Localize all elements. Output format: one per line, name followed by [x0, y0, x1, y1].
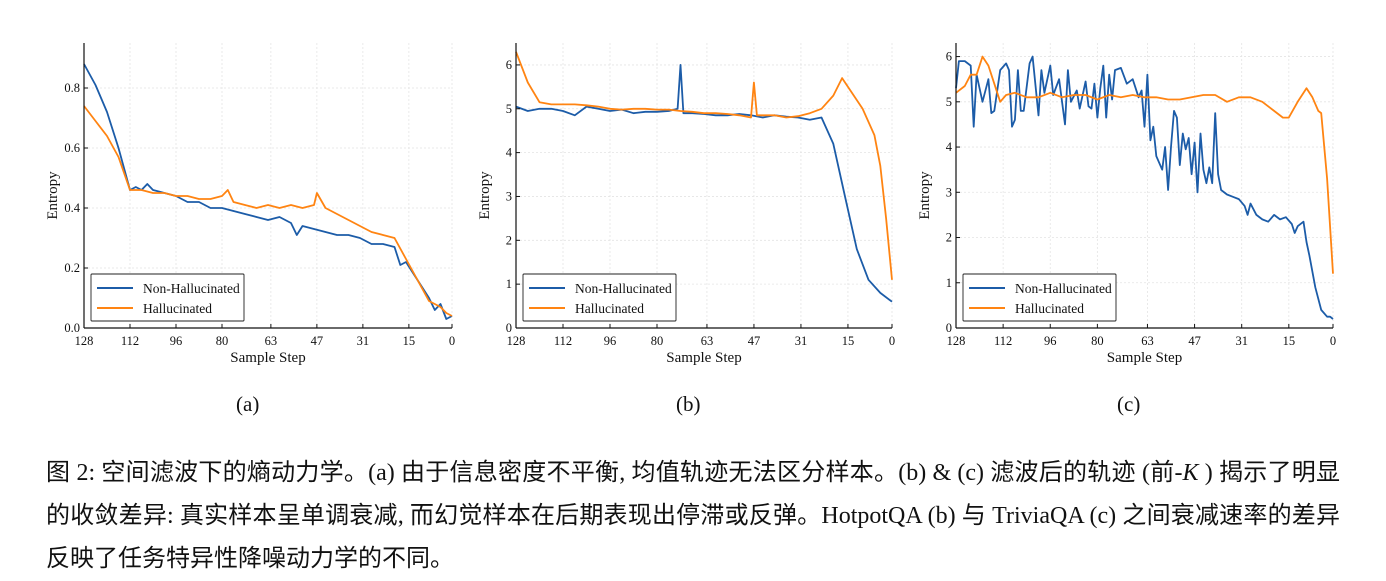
series-line-hallucinated: [955, 55, 1334, 274]
caption-k: K: [1182, 460, 1199, 486]
series-line-non-hallucinated: [83, 63, 453, 320]
legend-label: Hallucinated: [575, 301, 644, 316]
subcaption-c: (c): [1117, 392, 1141, 416]
x-tick-label: 112: [554, 334, 572, 348]
x-tick-label: 63: [1141, 334, 1154, 348]
x-tick-label: 0: [449, 334, 455, 348]
x-tick-label: 96: [1044, 334, 1057, 348]
legend-label: Non-Hallucinated: [575, 281, 672, 296]
x-tick-label: 63: [265, 334, 278, 348]
chart-a: 128 112 96 80 63 47 31 15 0 0.0 0.2 0.4 0.6 0.8 Sample…: [45, 43, 455, 366]
legend-label: Non-Hallucinated: [1015, 281, 1112, 296]
y-tick-label: 4: [946, 140, 953, 154]
x-tick-label: 128: [947, 334, 966, 348]
x-tick-label: 80: [1091, 334, 1104, 348]
x-tick-label: 15: [403, 334, 416, 348]
legend-box: [962, 273, 1117, 322]
chart-c: 128 112 96 80 63 47 31 15 0 0 1 2 3 4 5 6 Sample Step Ent…: [917, 43, 1336, 366]
y-tick-label: 6: [946, 50, 952, 64]
legend-box: [522, 273, 677, 322]
x-tick-label: 80: [216, 334, 229, 348]
caption-part1: 图 2: 空间滤波下的熵动力学。(a) 由于信息密度不平衡, 均值轨迹无法区分样…: [46, 460, 1183, 486]
series-line-non-hallucinated: [955, 55, 1334, 320]
y-tick-label: 2: [946, 231, 952, 245]
y-tick-label: 3: [946, 185, 952, 199]
y-tick-label: 0.2: [64, 261, 80, 275]
x-tick-label: 96: [604, 334, 617, 348]
x-tick-label: 128: [75, 334, 94, 348]
x-tick-label: 80: [651, 334, 664, 348]
y-tick-label: 1: [946, 276, 952, 290]
y-tick-label: 0.0: [64, 321, 80, 335]
x-tick-label: 0: [889, 334, 895, 348]
legend-label: Hallucinated: [1015, 301, 1084, 316]
x-tick-label: 47: [748, 334, 761, 348]
y-tick-label: 0: [506, 321, 512, 335]
x-tick-label: 112: [121, 334, 139, 348]
legend-label: Non-Hallucinated: [143, 281, 240, 296]
x-axis-label: Sample Step: [1107, 350, 1182, 366]
x-axis-label: Sample Step: [666, 350, 741, 366]
caption-part2: ) 揭示了明显的收敛差异: 真实样本呈单调衰减, 而幻觉样本在后期表现出停滞或反…: [46, 460, 1340, 572]
subcaption-b: (b): [676, 392, 701, 416]
y-tick-label: 0.8: [64, 81, 80, 95]
x-tick-label: 96: [170, 334, 183, 348]
chart-b: 128 112 96 80 63 47 31 15 0 0 1 2 3 4 5 6 Sample Step Ent…: [477, 43, 895, 366]
figure-charts: 128 112 96 80 63 47 31 15 00.00.20.40.60.8Sample…: [45, 43, 1336, 366]
legend-label: Hallucinated: [143, 301, 212, 316]
y-tick-label: 5: [946, 95, 952, 109]
x-tick-label: 112: [994, 334, 1012, 348]
y-tick-label: 0: [946, 321, 952, 335]
x-tick-label: 0: [1330, 334, 1336, 348]
x-tick-label: 15: [1283, 334, 1296, 348]
series-line-non-hallucinated: [515, 64, 893, 303]
y-tick-label: 4: [506, 146, 513, 160]
y-tick-label: 3: [506, 189, 512, 203]
x-tick-label: 63: [701, 334, 714, 348]
figure-caption: 图 2: 空间滤波下的熵动力学。(a) 由于信息密度不平衡, 均值轨迹无法区分样…: [46, 452, 1340, 581]
series-line-hallucinated: [515, 51, 893, 280]
y-tick-label: 6: [506, 58, 512, 72]
x-tick-label: 31: [357, 334, 370, 348]
x-tick-label: 128: [507, 334, 526, 348]
subcaption-a: (a): [236, 392, 260, 416]
x-tick-label: 31: [1235, 334, 1248, 348]
y-axis-label: Entropy: [45, 171, 61, 220]
legend-box: [90, 273, 245, 322]
y-tick-label: 2: [506, 233, 512, 247]
series-line-hallucinated: [83, 105, 453, 317]
y-tick-label: 1: [506, 277, 512, 291]
x-tick-label: 47: [311, 334, 324, 348]
y-tick-label: 0.4: [64, 201, 80, 215]
y-axis-label: Entropy: [917, 171, 933, 220]
x-axis-label: Sample Step: [230, 350, 305, 366]
y-axis-label: Entropy: [477, 171, 493, 220]
x-tick-label: 47: [1188, 334, 1201, 348]
x-tick-label: 31: [795, 334, 808, 348]
y-tick-label: 0.6: [64, 141, 80, 155]
y-tick-label: 5: [506, 102, 512, 116]
x-tick-label: 15: [842, 334, 855, 348]
